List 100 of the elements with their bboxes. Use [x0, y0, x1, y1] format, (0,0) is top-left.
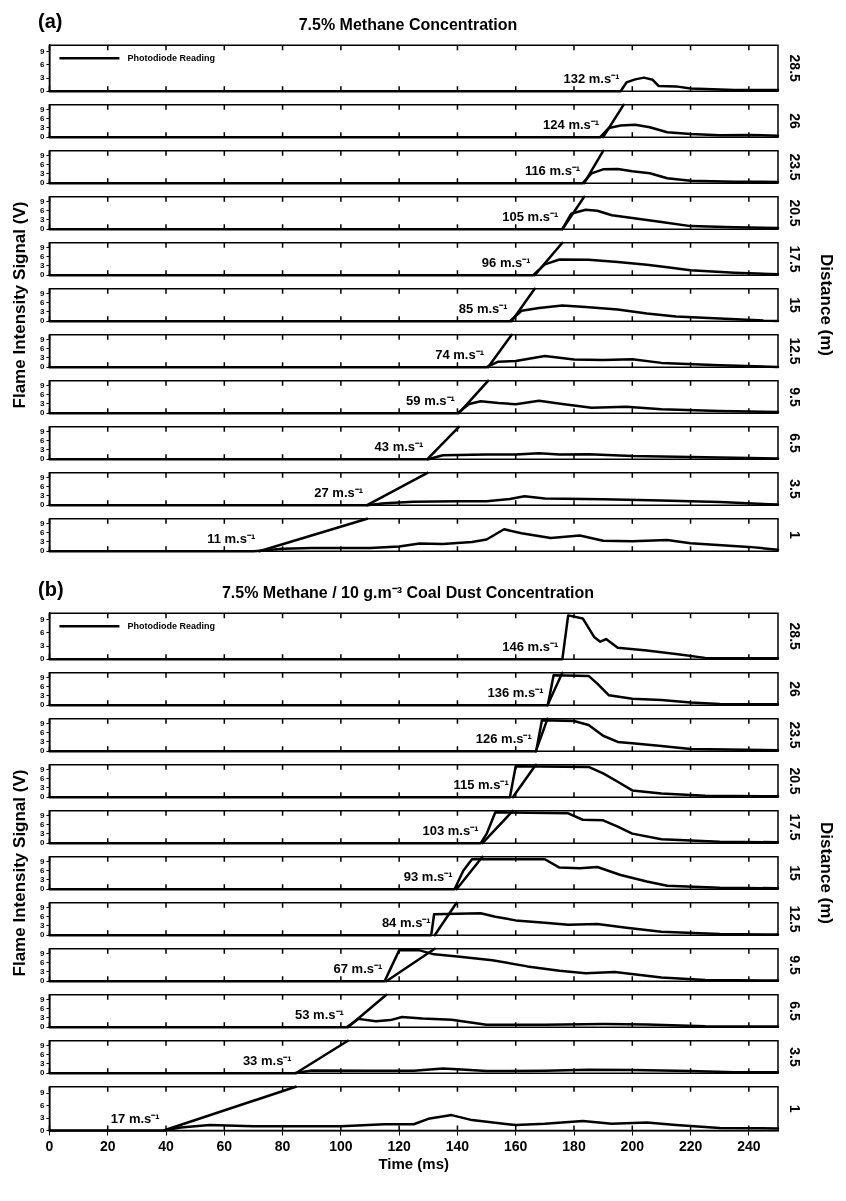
- y-tick-label: 3: [40, 445, 45, 455]
- annotation: 126 m.s⁻¹: [475, 731, 532, 747]
- y-tick-label: 6: [40, 1049, 45, 1059]
- y-tick-label: 9: [40, 472, 45, 482]
- y-tick-label: 0: [40, 362, 45, 372]
- y-tick-label: 0: [40, 454, 45, 464]
- y-tick-label: 6: [40, 911, 45, 921]
- y-tick-label: 9: [40, 764, 45, 774]
- y2-axis-title: 23.5: [787, 153, 804, 181]
- y-tick-label: 9: [40, 902, 45, 912]
- x-tick-label: 140: [445, 1137, 470, 1154]
- annotation: 96 m.s⁻¹: [481, 255, 531, 271]
- annotation: 33 m.s⁻¹: [242, 1053, 292, 1069]
- y2-axis-title: 17.5: [787, 245, 804, 273]
- y2-axis-title: 28.5: [787, 54, 804, 83]
- x-tick-label: 80: [274, 1137, 291, 1154]
- x-tick-label: 240: [737, 1137, 761, 1154]
- y2-axis-title: 28.5: [787, 622, 804, 651]
- x-tick-label: 160: [504, 1137, 528, 1154]
- y-tick-label: 0: [40, 1125, 45, 1135]
- annotation: 115 m.s⁻¹: [453, 777, 509, 793]
- x-tick-label: 20: [99, 1137, 116, 1154]
- annotation: 11 m.s⁻¹: [207, 531, 256, 547]
- legend-label: Photodiode Reading: [127, 620, 215, 631]
- y-tick-label: 3: [40, 783, 45, 793]
- annotation: 84 m.s⁻¹: [381, 915, 431, 931]
- x-tick-label: 120: [387, 1137, 412, 1154]
- y-tick-label: 6: [40, 1100, 45, 1110]
- y-tick-label: 3: [40, 169, 45, 179]
- y-tick-label: 0: [40, 86, 45, 96]
- text: (a): [38, 9, 63, 32]
- y-tick-label: 0: [40, 792, 45, 802]
- annotation: 105 m.s⁻¹: [502, 209, 559, 225]
- y-tick-label: 6: [40, 159, 45, 169]
- y-tick-label: 6: [40, 773, 45, 783]
- y-tick-label: 3: [40, 829, 45, 839]
- y-tick-label: 3: [40, 537, 45, 547]
- annotation: 132 m.s⁻¹: [563, 71, 620, 87]
- y-tick-label: 3: [40, 875, 45, 885]
- y-tick-label: 3: [40, 353, 45, 363]
- y-tick-label: 0: [40, 838, 45, 848]
- x-tick-label: 220: [678, 1137, 703, 1154]
- y2-axis-title: 6.5: [787, 1001, 804, 1021]
- y-tick-label: 0: [40, 930, 45, 940]
- annotation: 103 m.s⁻¹: [422, 823, 479, 839]
- y2-axis-title: 3.5: [787, 1047, 804, 1067]
- y-tick-label: 0: [40, 132, 45, 142]
- y-tick-label: 9: [40, 948, 45, 958]
- y-tick-label: 0: [40, 500, 45, 510]
- y-tick-label: 9: [40, 994, 45, 1004]
- annotation: 43 m.s⁻¹: [374, 439, 424, 455]
- y-tick-label: 6: [40, 435, 45, 445]
- annotation: 59 m.s⁻¹: [406, 393, 455, 409]
- y-tick-label: 9: [40, 426, 45, 436]
- y-tick-label: 0: [40, 224, 45, 234]
- y-tick-label: 9: [40, 1040, 45, 1050]
- annotation: 136 m.s⁻¹: [487, 685, 544, 701]
- annotation: 93 m.s⁻¹: [403, 869, 453, 885]
- y2-axis-title: 6.5: [787, 433, 804, 453]
- annotation: 124 m.s⁻¹: [543, 117, 600, 133]
- y-tick-label: 9: [40, 196, 45, 206]
- y-tick-label: 6: [40, 297, 45, 307]
- y-tick-label: 3: [40, 1059, 45, 1069]
- y-tick-label: 6: [40, 957, 45, 967]
- y-tick-label: 9: [40, 810, 45, 820]
- y-tick-label: 9: [40, 518, 45, 528]
- y-tick-label: 6: [40, 60, 45, 70]
- y-tick-label: 3: [40, 73, 45, 83]
- y-tick-label: 9: [40, 242, 45, 252]
- y-tick-label: 9: [40, 334, 45, 344]
- y2-axis-title: 1: [787, 1104, 804, 1113]
- y-tick-label: 3: [40, 737, 45, 747]
- y-tick-label: 0: [40, 316, 45, 326]
- y-tick-label: 9: [40, 1088, 45, 1098]
- y-tick-label: 3: [40, 307, 45, 317]
- y-tick-label: 3: [40, 491, 45, 501]
- y2-axis-title: 15: [787, 865, 804, 881]
- legend-label: Photodiode Reading: [127, 52, 215, 63]
- annotation: 146 m.s⁻¹: [502, 639, 559, 655]
- y-axis-title: Flame Intensity Signal (V): [10, 201, 30, 409]
- y-tick-label: 3: [40, 399, 45, 409]
- y2-axis-title: 9.5: [787, 387, 804, 407]
- y2-axis-title: 12.5: [787, 337, 804, 365]
- y-tick-label: 3: [40, 967, 45, 977]
- x-axis-title: Time (ms): [378, 1155, 450, 1173]
- annotation: 53 m.s⁻¹: [295, 1007, 344, 1023]
- y-tick-label: 3: [40, 215, 45, 225]
- y-tick-label: 6: [40, 343, 45, 353]
- y2-axis-title: 23.5: [787, 721, 804, 749]
- y-tick-label: 6: [40, 113, 45, 123]
- y2-axis-title: 3.5: [787, 479, 804, 499]
- y-tick-label: 6: [40, 389, 45, 399]
- y-tick-label: 6: [40, 251, 45, 261]
- y2-axis-title: 9.5: [787, 955, 804, 975]
- y-tick-label: 6: [40, 819, 45, 829]
- y-tick-label: 6: [40, 1003, 45, 1013]
- y-tick-label: 3: [40, 1113, 45, 1123]
- x-tick-label: 200: [620, 1137, 645, 1154]
- x-tick-label: 60: [216, 1137, 233, 1154]
- y-tick-label: 6: [40, 527, 45, 537]
